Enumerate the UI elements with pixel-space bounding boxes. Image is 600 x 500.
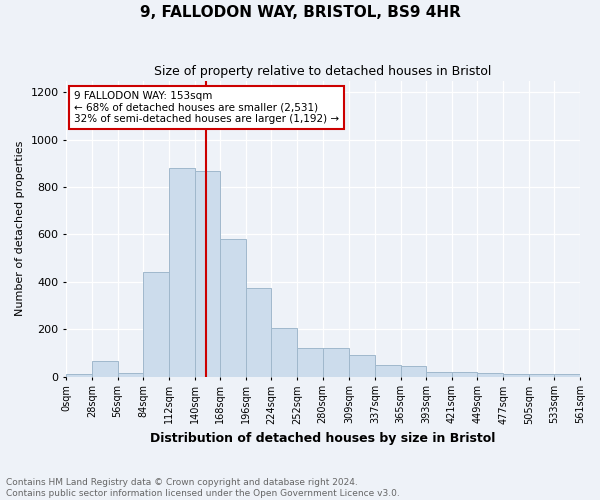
Bar (375, 364, 401, 376)
Bar (323, 348, 349, 376)
Text: 9 FALLODON WAY: 153sqm
← 68% of detached houses are smaller (2,531)
32% of semi-: 9 FALLODON WAY: 153sqm ← 68% of detached… (74, 91, 339, 124)
Bar (118, 373, 143, 376)
Bar (401, 366, 426, 376)
Y-axis label: Number of detached properties: Number of detached properties (15, 141, 25, 316)
Text: Contains HM Land Registry data © Crown copyright and database right 2024.
Contai: Contains HM Land Registry data © Crown c… (6, 478, 400, 498)
Bar (169, 168, 194, 376)
Bar (143, 272, 169, 376)
Bar (349, 355, 375, 376)
Title: Size of property relative to detached houses in Bristol: Size of property relative to detached ho… (154, 65, 492, 78)
Bar (426, 372, 452, 376)
Bar (246, 288, 271, 376)
Bar (220, 239, 246, 376)
X-axis label: Distribution of detached houses by size in Bristol: Distribution of detached houses by size … (151, 432, 496, 445)
Bar (503, 374, 529, 376)
Bar (92, 361, 118, 376)
Bar (297, 348, 323, 376)
Bar (67, 374, 92, 376)
Bar (478, 373, 503, 376)
Bar (194, 170, 220, 376)
Text: 9, FALLODON WAY, BRISTOL, BS9 4HR: 9, FALLODON WAY, BRISTOL, BS9 4HR (140, 5, 460, 20)
Bar (554, 374, 580, 376)
Bar (529, 374, 554, 376)
Bar (452, 372, 478, 376)
Bar (271, 328, 297, 376)
